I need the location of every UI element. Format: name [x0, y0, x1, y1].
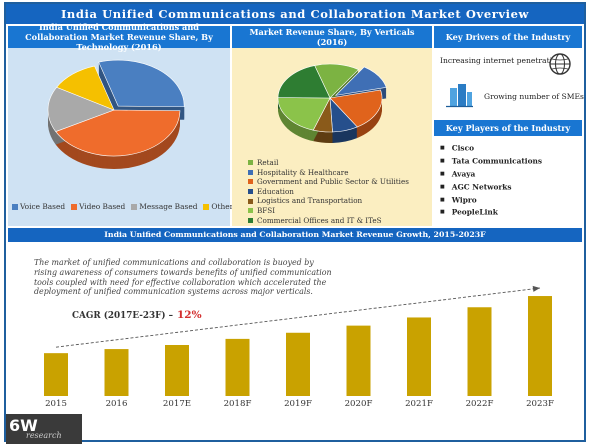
technology-pie-chart	[47, 59, 185, 169]
legend-item: Commercial Offices and IT & ITeS	[248, 216, 409, 226]
players-list: Cisco Tata Communications Avaya AGC Netw…	[440, 142, 542, 219]
x-tick-label: 2020F	[345, 399, 373, 409]
list-item: Avaya	[440, 168, 542, 181]
globe-icon	[549, 53, 571, 75]
bar	[467, 307, 492, 396]
legend-swatch	[248, 189, 253, 195]
cagr-label: CAGR (2017E-23F) –	[72, 311, 173, 321]
legend-label: Message Based	[139, 202, 198, 211]
x-tick-label: 2016	[106, 399, 128, 409]
legend-swatch	[248, 169, 253, 175]
technology-panel: India Unified Communications and Collabo…	[8, 22, 237, 226]
list-item: Wipro	[440, 194, 542, 207]
pie-slice	[329, 89, 383, 128]
x-tick-label: 2017E	[163, 399, 191, 409]
legend-label: Government and Public Sector & Utilities	[257, 177, 409, 187]
legend-swatch	[248, 208, 253, 214]
legend-swatch	[248, 198, 253, 204]
drivers-players-panel: Key Drivers of the Industry Increasing i…	[434, 26, 584, 226]
pie-slice	[277, 97, 331, 131]
page-title: India Unified Communications and Collabo…	[6, 4, 584, 24]
bar	[165, 345, 189, 396]
legend-label: Logistics and Transportation	[257, 196, 363, 206]
legend-item: Education	[248, 187, 409, 197]
legend-label: Retail	[257, 158, 279, 167]
legend-item: Message Based	[131, 202, 197, 211]
legend-label: Commercial Offices and IT & ITeS	[257, 215, 382, 225]
technology-panel-heading: India Unified Communications and Collabo…	[8, 22, 230, 52]
pie-slice	[98, 59, 185, 108]
verticals-pie-chart	[277, 63, 387, 143]
x-tick-label: 2022F	[466, 399, 494, 409]
legend-item: Voice Based	[12, 202, 65, 211]
trend-arrow	[55, 287, 541, 348]
legend-item: Retail	[248, 158, 409, 168]
legend-item: Hospitality & Healthcare	[248, 168, 409, 178]
legend-item: Government and Public Sector & Utilities	[248, 177, 409, 187]
legend-item: Others	[203, 202, 237, 211]
legend-label: Others	[211, 202, 237, 211]
legend-swatch	[131, 204, 138, 210]
bar	[44, 353, 68, 396]
legend-swatch	[248, 217, 253, 223]
cagr-value: 12%	[177, 309, 202, 321]
cagr-text: CAGR (2017E-23F) – 12%	[72, 309, 202, 321]
players-heading: Key Players of the Industry	[434, 120, 582, 136]
logo-subtext: research	[26, 431, 62, 440]
legend-item: BFSI	[248, 206, 409, 216]
legend-item: Video Based	[71, 202, 125, 211]
logo-text: 6W	[9, 416, 38, 435]
x-tick-label: 2018F	[224, 399, 252, 409]
infographic-frame: India Unified Communications and Collabo…	[4, 2, 586, 444]
x-tick-label: 2021F	[405, 399, 433, 409]
building-icon	[446, 84, 473, 108]
legend-label: Hospitality & Healthcare	[257, 167, 349, 177]
x-tick-label: 2015	[45, 399, 67, 409]
growth-heading: India Unified Communications and Collabo…	[8, 228, 582, 242]
legend-swatch	[248, 160, 253, 166]
pie-slice	[47, 86, 115, 132]
driver-item: Increasing internet penetration	[440, 56, 562, 65]
verticals-legend: Retail Hospitality & Healthcare Governme…	[248, 158, 409, 225]
verticals-panel-heading: Market Revenue Share, By Verticals (2016…	[232, 26, 432, 48]
legend-item: Logistics and Transportation	[248, 196, 409, 206]
pie-slice	[56, 65, 115, 111]
legend-swatch	[203, 204, 210, 210]
legend-label: Voice Based	[20, 202, 66, 211]
list-item: Cisco	[440, 142, 542, 155]
legend-label: BFSI	[257, 205, 276, 215]
x-tick-label: 2019F	[284, 399, 312, 409]
verticals-panel: Market Revenue Share, By Verticals (2016…	[232, 26, 432, 226]
driver-item: Growing number of SMEs	[484, 92, 584, 101]
pie-slice	[55, 109, 181, 157]
legend-swatch	[12, 204, 18, 210]
legend-label: Video Based	[79, 202, 126, 211]
bar	[407, 317, 431, 396]
list-item: AGC Networks	[440, 181, 542, 194]
legend-swatch	[248, 179, 253, 185]
trend-arrowhead	[532, 285, 540, 292]
pie-slice	[334, 66, 387, 96]
x-tick-label: 2023F	[526, 399, 554, 409]
drivers-heading: Key Drivers of the Industry	[434, 26, 582, 48]
company-logo: 6W research	[6, 414, 82, 444]
legend-label: Education	[257, 186, 294, 196]
growth-bar-chart: 2015 2016 2017E 2018F 2019F 2020F 2021F 2022F 20…	[44, 285, 554, 409]
bar	[225, 338, 250, 396]
legend-swatch	[71, 204, 78, 210]
bar	[528, 296, 552, 396]
technology-legend: Voice Based Video Based Message Based Ot…	[12, 202, 237, 211]
bar	[346, 325, 371, 396]
bar	[104, 349, 129, 396]
growth-description: The market of unified communications and…	[34, 258, 332, 297]
bar	[286, 332, 310, 396]
list-item: PeopleLink	[440, 206, 542, 219]
list-item: Tata Communications	[440, 155, 542, 168]
pie-slice	[277, 65, 331, 99]
